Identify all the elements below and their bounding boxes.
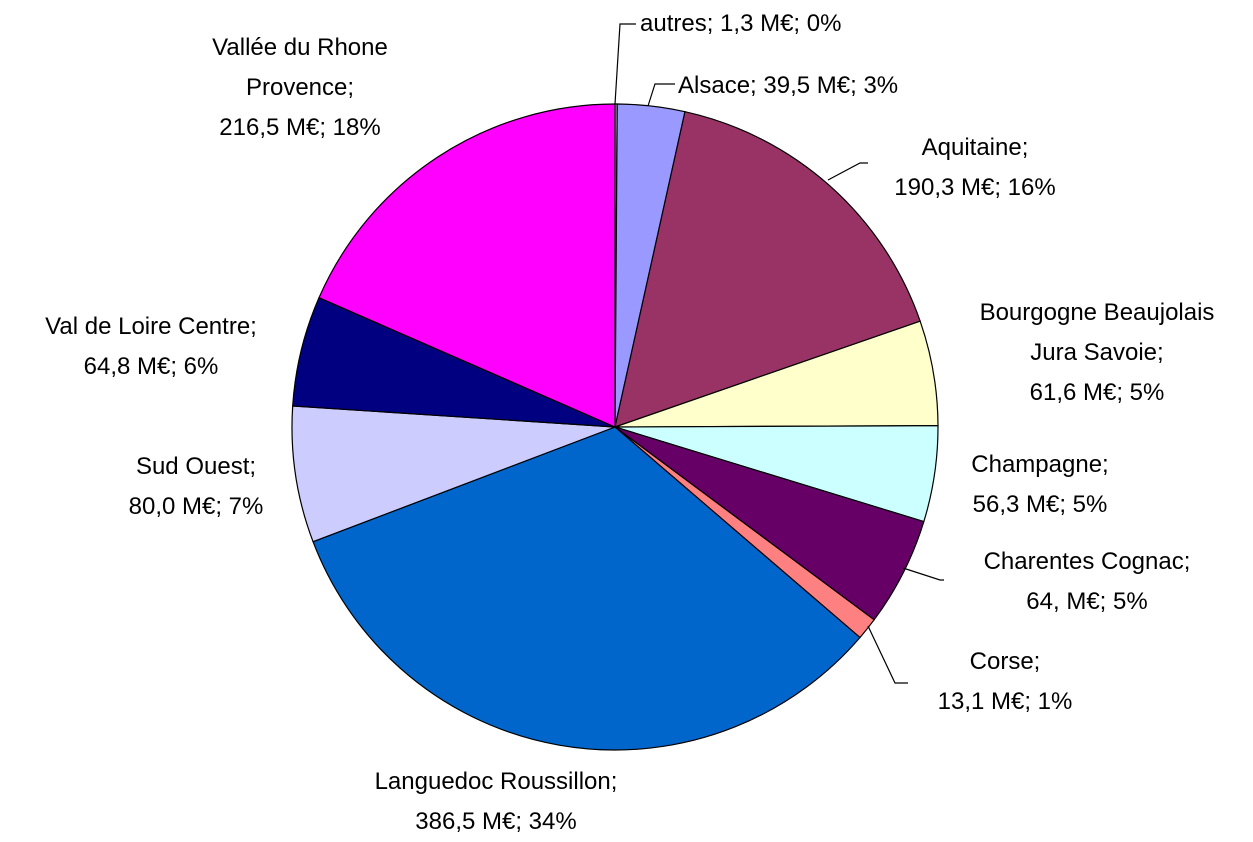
data-label: Champagne; 56,3 M€; 5% [930,445,1150,525]
data-label: Corse; 13,1 M€; 1% [895,642,1115,722]
label-category: Sud Ouest [135,453,250,480]
pie-slice [318,103,616,428]
label-value: 39,5 M€; 3% [763,72,899,99]
label-separator: ; [249,453,257,480]
label-separator: ; [250,313,257,340]
label-value: 190,3 M€; 16% [894,174,1056,201]
pie-slice [614,110,921,428]
label-value: 80,0 M€; 7% [128,493,264,520]
label-separator: ; [610,768,618,795]
label-category: Vallée du Rhone Provence [212,34,388,101]
label-separator: ; [1102,451,1109,478]
data-label: Charentes Cognac; 64, M€; 5% [942,542,1232,622]
label-value: 61,6 M€; 5% [1029,379,1165,406]
label-value: 1,3 M€; 0% [720,10,842,37]
leader-line [647,83,675,107]
data-label: Alsace; 39,5 M€; 3% [678,66,978,106]
label-category: Corse [969,648,1034,675]
label-value: 216,5 M€; 18% [219,114,381,141]
data-label: Aquitaine; 190,3 M€; 16% [845,128,1105,208]
data-label: autres; 1,3 M€; 0% [640,4,940,44]
label-separator: ; [750,72,764,99]
label-category: Champagne [971,451,1103,478]
label-category: Charentes Cognac [983,548,1184,575]
data-label: Vallée du Rhone Provence; 216,5 M€; 18% [200,28,400,148]
label-value: 13,1 M€; 1% [937,688,1073,715]
label-value: 56,3 M€; 5% [972,491,1108,518]
label-category: Bourgogne Beaujolais Jura Savoie [979,299,1215,366]
data-label: Languedoc Roussillon; 386,5 M€; 34% [336,762,656,842]
label-value: 64,8 M€; 6% [83,353,219,380]
label-separator: ; [347,74,355,101]
label-separator: ; [1183,548,1191,575]
data-label: Val de Loire Centre; 64,8 M€; 6% [1,307,301,387]
label-value: 64, M€; 5% [1026,588,1148,615]
label-separator: ; [1021,134,1029,161]
label-category: Languedoc Roussillon [374,768,611,795]
pie-slice [291,405,616,543]
leader-line [867,625,908,684]
label-category: Val de Loire Centre [45,313,251,340]
data-label: Sud Ouest; 80,0 M€; 7% [86,447,306,527]
label-category: autres [640,10,707,37]
leader-line [902,567,944,581]
label-category: Aquitaine [921,134,1022,161]
label-separator: ; [1033,648,1041,675]
label-separator: ; [1157,339,1164,366]
label-value: 386,5 M€; 34% [415,808,577,835]
label-category: Alsace [678,72,751,99]
label-separator: ; [706,10,721,37]
leader-line [614,23,636,105]
pie-slice [312,426,861,751]
leader-line [827,162,868,181]
data-label: Bourgogne Beaujolais Jura Savoie; 61,6 M… [966,293,1228,413]
